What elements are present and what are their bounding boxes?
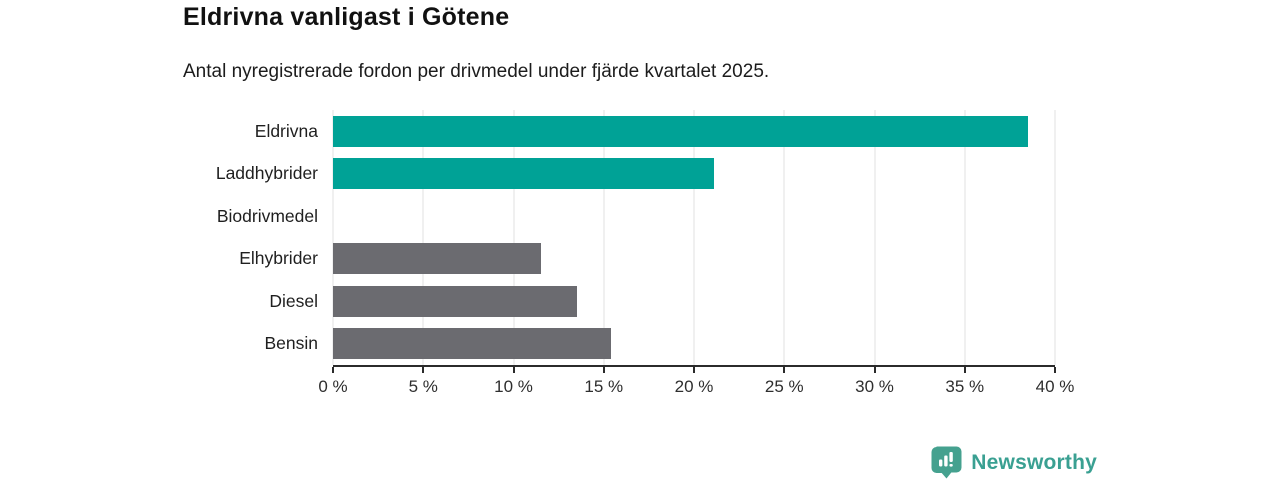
- x-tick-label: 30 %: [855, 377, 894, 396]
- bar-diesel: [333, 285, 577, 317]
- gridline-20: [693, 110, 695, 365]
- gridline-10: [513, 110, 514, 365]
- bar-rows: Eldrivna Laddhybrider Biodrivmedel Elhybrid…: [216, 110, 1055, 366]
- gridline-30: [874, 110, 875, 365]
- gridline-25: [783, 110, 785, 365]
- x-tick: [332, 367, 334, 373]
- x-tick-label: 10 %: [494, 377, 533, 396]
- plot-area: Eldrivna Laddhybrider Biodrivmedel Elhybrid…: [216, 110, 1074, 396]
- bar-row: Eldrivna: [255, 110, 1055, 153]
- x-tick: [783, 367, 786, 373]
- bar-row: Laddhybrider: [216, 153, 1055, 196]
- bar-row: Bensin: [264, 323, 1055, 366]
- x-tick: [873, 367, 876, 373]
- bar-laddhybrider: [333, 158, 714, 190]
- gridline-0: [332, 110, 334, 365]
- x-tick: [422, 367, 425, 373]
- x-tick: [602, 367, 605, 373]
- newsworthy-brand: Newsworthy: [931, 446, 1097, 479]
- x-tick-label: 0 %: [318, 377, 348, 396]
- newsworthy-logo-icon: [931, 446, 962, 479]
- bar-elhybrider: [333, 243, 541, 275]
- x-tick-label: 35 %: [945, 377, 985, 396]
- x-tick-label: 5 %: [408, 377, 438, 396]
- bar-row: Biodrivmedel: [217, 195, 1055, 238]
- x-tick: [693, 367, 695, 373]
- category-label: Laddhybrider: [215, 163, 318, 184]
- category-label: Bensin: [264, 333, 318, 354]
- gridline-5: [422, 110, 424, 365]
- category-label: Elhybrider: [239, 248, 318, 269]
- newsworthy-logo-text: Newsworthy: [971, 450, 1097, 474]
- bar-row: Elhybrider: [239, 238, 1055, 281]
- x-tick-label: 20 %: [674, 377, 714, 396]
- x-tick: [963, 367, 966, 373]
- x-tick: [512, 367, 515, 373]
- bar-row: Diesel: [269, 280, 1055, 323]
- chart-title: Eldrivna vanligast i Götene: [183, 3, 510, 31]
- chart-subtitle: Antal nyregistrerade fordon per drivmede…: [183, 61, 770, 82]
- category-label: Eldrivna: [254, 120, 318, 141]
- category-label: Diesel: [269, 290, 318, 311]
- bar-bensin: [333, 328, 611, 360]
- x-tick: [1054, 367, 1056, 373]
- x-tick-label: 25 %: [764, 377, 804, 396]
- category-label: Biodrivmedel: [216, 205, 318, 226]
- gridline-15: [603, 110, 605, 365]
- gridline-40: [1054, 110, 1056, 365]
- x-tick-label: 15 %: [584, 377, 624, 396]
- bar-eldrivna: [333, 115, 1028, 147]
- x-tick-label: 40 %: [1035, 377, 1075, 396]
- gridline-35: [964, 110, 966, 365]
